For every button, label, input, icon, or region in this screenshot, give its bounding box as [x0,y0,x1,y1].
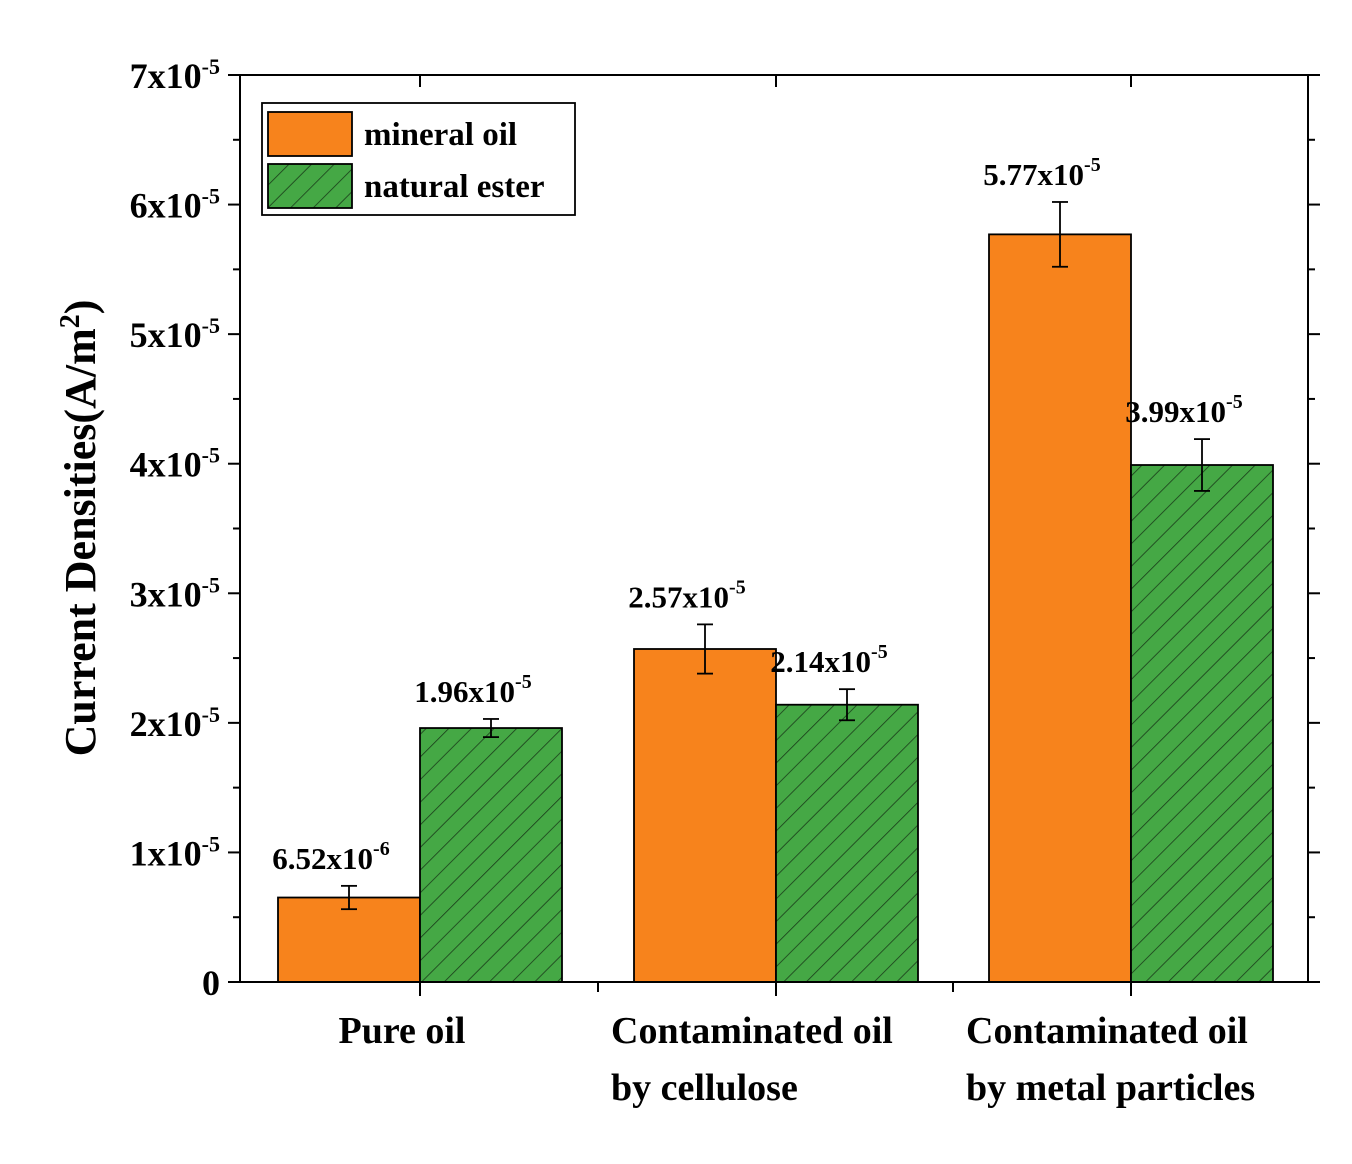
y-tick-label: 2x10-5 [130,702,220,744]
bar-mineral-oil [988,233,1132,983]
legend-label: mineral oil [364,117,517,153]
data-label: 2.14x10-5 [770,641,887,679]
data-label: 1.96x10-5 [414,671,531,709]
data-label: 6.52x10-6 [272,838,389,876]
bar-mineral-oil [277,896,421,983]
x-category-label: by cellulose [611,1067,798,1109]
legend: mineral oil natural ester [261,102,576,216]
x-category-label: Contaminated oil [611,1010,893,1052]
data-label: 2.57x10-5 [628,576,745,614]
x-category-label: Pure oil [338,1010,465,1052]
x-category-label: by metal particles [966,1067,1255,1109]
x-category-label: Contaminated oil [966,1010,1248,1052]
y-tick-label: 7x10-5 [130,54,220,96]
y-axis-title: Current Densities(A/m2) [55,300,105,757]
data-labels: 6.52x10-6 2.57x10-5 5.77x10-5 1.96x10-5 2.14… [272,154,1242,876]
y-tick-label: 3x10-5 [130,572,220,614]
y-tick-label: 1x10-5 [130,831,220,873]
legend-swatch [267,111,353,157]
y-tick-label: 5x10-5 [130,313,220,355]
data-label: 3.99x10-5 [1125,391,1242,429]
legend-label: natural ester [364,169,545,205]
bar-natural-ester [775,703,919,983]
y-tick-label: 0 [202,963,220,1003]
bar-natural-ester [1130,464,1274,983]
y-tick-label: 4x10-5 [130,443,220,485]
bar-natural-ester [419,727,563,983]
y-tick-label: 6x10-5 [130,184,220,226]
legend-swatch [267,163,353,209]
axes: 0 1x10-5 2x10-5 3x10-5 4x10-5 5x10-5 6x10-5 7x1… [55,54,1320,1109]
plot-area [277,201,1274,983]
data-label: 5.77x10-5 [983,154,1100,192]
bar-mineral-oil [633,648,777,983]
